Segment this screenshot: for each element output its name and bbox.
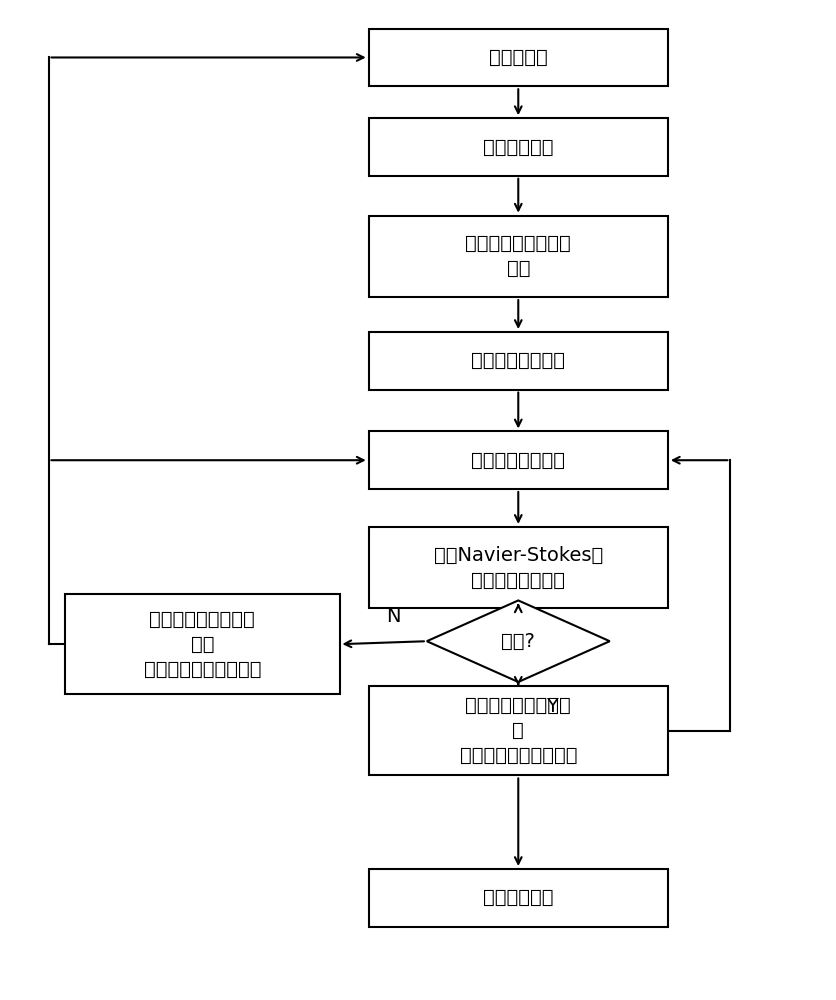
FancyBboxPatch shape [368, 869, 667, 927]
Text: 烟雾根候选点计算: 烟雾根候选点计算 [471, 451, 564, 470]
Text: 连通区域骨骼提取: 连通区域骨骼提取 [471, 351, 564, 370]
Polygon shape [426, 600, 609, 682]
FancyBboxPatch shape [368, 332, 667, 390]
FancyBboxPatch shape [65, 594, 339, 694]
Text: 存在烟雾的历史帧信
息
（方向、颜色、坐标）: 存在烟雾的历史帧信 息 （方向、颜色、坐标） [459, 696, 576, 765]
Text: 动态区域提取: 动态区域提取 [482, 137, 553, 156]
Text: 标记烟雾区域: 标记烟雾区域 [482, 888, 553, 907]
FancyBboxPatch shape [368, 686, 667, 775]
Text: N: N [386, 607, 400, 626]
FancyBboxPatch shape [368, 118, 667, 176]
Text: 基于Navier-Stokes方
程的流体力学模型: 基于Navier-Stokes方 程的流体力学模型 [433, 546, 602, 590]
Text: 形态学处理生成连通
区域: 形态学处理生成连通 区域 [465, 234, 570, 278]
Text: Y: Y [545, 697, 557, 716]
Text: 输入帧图像: 输入帧图像 [488, 48, 547, 67]
FancyBboxPatch shape [368, 431, 667, 489]
FancyBboxPatch shape [368, 29, 667, 86]
FancyBboxPatch shape [368, 216, 667, 297]
FancyBboxPatch shape [368, 527, 667, 608]
Text: 不存在烟雾的历史帧
信息
（方向、颜色、坐标）: 不存在烟雾的历史帧 信息 （方向、颜色、坐标） [144, 610, 261, 679]
Text: 烟雾?: 烟雾? [501, 632, 534, 651]
